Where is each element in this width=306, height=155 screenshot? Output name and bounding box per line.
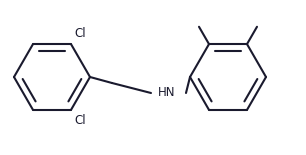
Text: Cl: Cl <box>74 114 86 127</box>
Text: HN: HN <box>158 86 176 100</box>
Text: Cl: Cl <box>74 27 86 40</box>
